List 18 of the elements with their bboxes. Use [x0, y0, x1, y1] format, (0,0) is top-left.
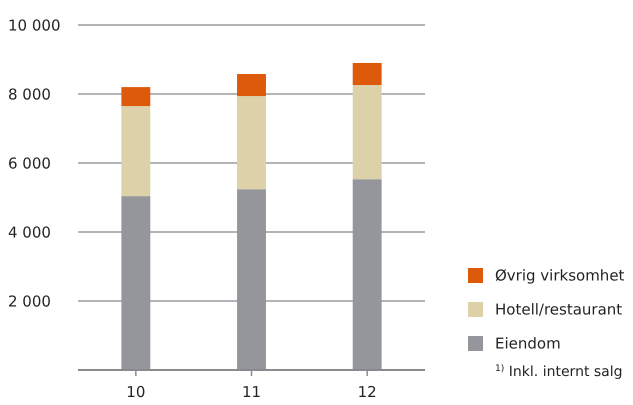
x-tick-label: 11 — [242, 383, 262, 401]
bar — [352, 62, 382, 86]
y-tick-label: 8 000 — [8, 85, 51, 104]
legend-label: Øvrig virksomhet — [495, 266, 625, 284]
y-tick-label: 6 000 — [8, 154, 51, 172]
bar — [237, 74, 266, 96]
y-tick-label: 2 000 — [8, 292, 51, 310]
bar — [121, 106, 150, 196]
y-tick-label: 4 000 — [8, 223, 51, 242]
x-tick-label: 12 — [358, 383, 377, 401]
y-tick-label: 10 000 — [8, 16, 60, 34]
bar — [352, 85, 382, 180]
x-tick-label: 10 — [126, 383, 146, 401]
bar — [121, 87, 150, 106]
text: $^{1)}$ Inkl. internt salg — [495, 364, 623, 380]
legend-label: Eiendom — [495, 334, 561, 352]
legend-label: Hotell/restaurant — [495, 300, 622, 318]
bar — [237, 96, 266, 190]
